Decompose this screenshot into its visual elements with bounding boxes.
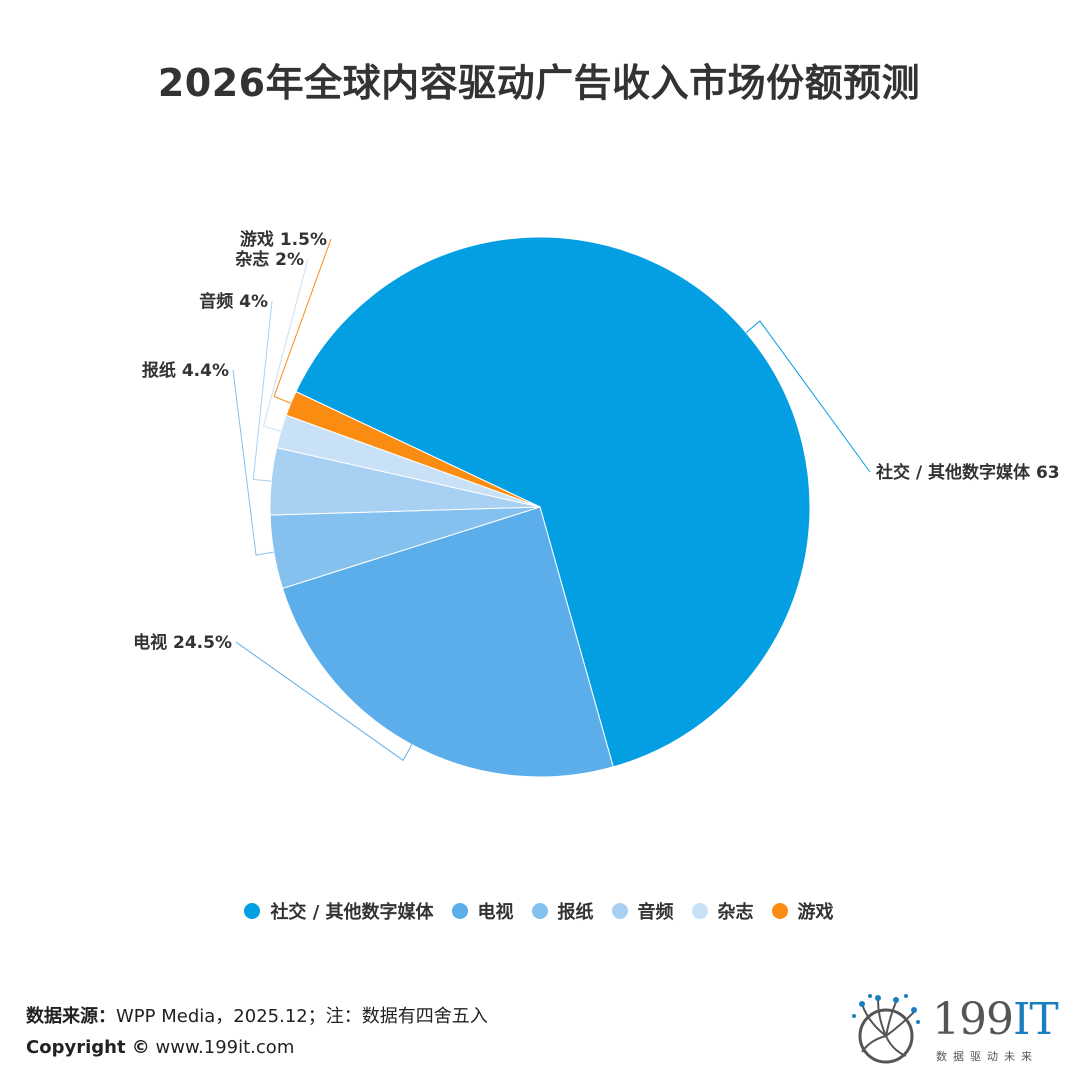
legend-label: 社交 / 其他数字媒体 xyxy=(270,902,434,923)
legend-label: 游戏 xyxy=(797,902,834,923)
legend-swatch xyxy=(531,903,548,919)
legend-item: 社交 / 其他数字媒体 xyxy=(244,898,434,924)
pie-slice xyxy=(295,236,811,768)
logo-suffix: IT xyxy=(1012,994,1059,1045)
pie-slice xyxy=(285,390,541,508)
chart-legend: 社交 / 其他数字媒体 电视 报纸 音频 杂志 游戏 xyxy=(0,898,1078,924)
legend-swatch xyxy=(451,903,468,919)
legend-item: 电视 xyxy=(451,898,514,924)
label-leader-line xyxy=(262,258,309,432)
slice-data-label: 社交 / 其他数字媒体 63 xyxy=(875,462,1060,483)
logo-tagline: 数据驱动未来 xyxy=(936,1050,1038,1063)
label-leader-line xyxy=(745,320,871,473)
legend-swatch xyxy=(691,903,708,919)
slice-data-label: 杂志 2% xyxy=(235,249,304,270)
legend-swatch xyxy=(244,903,261,919)
legend-label: 杂志 xyxy=(717,902,754,923)
logo-wordmark: 199IT xyxy=(932,994,1059,1045)
label-leader-line xyxy=(252,300,273,482)
slice-data-label: 电视 24.5% xyxy=(133,632,232,653)
source-note: 数据来源：WPP Media，2025.12；注：数据有四舍五入 xyxy=(26,1002,488,1028)
legend-swatch xyxy=(771,903,788,919)
label-leader-line xyxy=(273,238,332,404)
source-text: WPP Media，2025.12；注：数据有四舍五入 xyxy=(116,1006,488,1027)
copyright-url: www.199it.com xyxy=(149,1037,295,1058)
legend-label: 报纸 xyxy=(557,902,594,923)
legend-label: 音频 xyxy=(637,902,674,923)
slice-data-label: 报纸 4.4% xyxy=(142,360,229,381)
pie-slice xyxy=(281,506,614,778)
legend-swatch xyxy=(611,903,628,919)
legend-item: 报纸 xyxy=(531,898,594,924)
label-leader-line xyxy=(232,369,274,556)
copyright-label: Copyright © xyxy=(26,1037,150,1058)
legend-item: 杂志 xyxy=(691,898,754,924)
logo-number: 199 xyxy=(932,994,1014,1045)
label-leader-line xyxy=(235,641,413,762)
slice-data-label: 游戏 1.5% xyxy=(240,229,327,250)
legend-item: 游戏 xyxy=(771,898,834,924)
logo-icon xyxy=(852,994,920,1064)
brand-logo: 199IT 数据驱动未来 xyxy=(848,992,1068,1066)
copyright-note: Copyright © www.199it.com xyxy=(26,1037,294,1058)
legend-item: 音频 xyxy=(611,898,674,924)
legend-label: 电视 xyxy=(477,902,514,923)
chart-title: 2026年全球内容驱动广告收入市场份额预测 xyxy=(157,61,921,105)
slice-data-label: 音频 4% xyxy=(199,291,268,312)
source-label: 数据来源： xyxy=(26,1006,116,1027)
